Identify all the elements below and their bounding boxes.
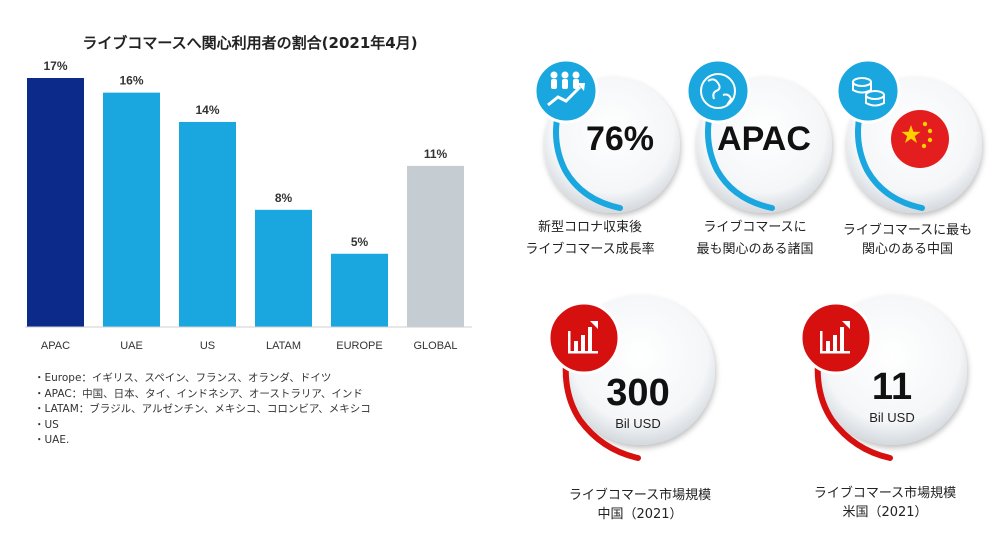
category-label-europe: EUROPE — [336, 340, 382, 352]
caption-line: ライブコマース市場規模 — [813, 486, 957, 501]
note-latam: ・LATAM：ブラジル、アルゼンチン、メキシコ、コロンビア、メキシコ — [34, 403, 371, 415]
bar-europe — [331, 253, 388, 327]
stat-bubble-china — [835, 58, 982, 213]
caption-line: ライブコマースに — [703, 220, 807, 235]
china-flag-icon — [891, 110, 949, 168]
bar-chart: 17% APAC 16% UAE 14% US 8% LATAM 5% EUROPE 11% GLOB… — [25, 59, 472, 352]
chart-title: ライブコマースへ関心利用者の割合(2021年4月) — [82, 34, 418, 52]
note-uae: ・UAE. — [34, 434, 70, 446]
market-bubble-china — [547, 295, 715, 461]
caption-line: 関心のある中国 — [861, 242, 953, 257]
market-caption-us: ライブコマース市場規模 米国（2021） — [790, 484, 980, 522]
caption-line: ライブコマース成長率 — [525, 242, 655, 257]
caption-line: 最も関心のある諸国 — [696, 242, 814, 257]
bar-apac — [27, 78, 84, 327]
infographic-graphics — [533, 58, 982, 461]
value-label-latam: 8% — [275, 191, 293, 205]
note-europe: ・Europe：イギリス、スペイン、フランス、オランダ、ドイツ — [34, 372, 332, 384]
value-label-europe: 5% — [351, 235, 369, 249]
category-label-latam: LATAM — [266, 340, 301, 352]
growth-people-icon — [533, 58, 599, 124]
category-label-uae: UAE — [120, 340, 143, 352]
market-unit-us: Bil USD — [869, 410, 915, 425]
value-label-us: 14% — [195, 103, 219, 117]
market-caption-china: ライブコマース市場規模 中国（2021） — [540, 486, 740, 524]
stat-caption-growth: 新型コロナ収束後 ライブコマース成長率 — [500, 217, 680, 261]
market-unit-china: Bil USD — [615, 416, 661, 431]
value-label-global: 11% — [424, 147, 448, 161]
stat-bubble-growth — [533, 58, 680, 213]
note-apac: ・APAC：中国、日本、タイ、インドネシア、オーストラリア、インド — [34, 387, 363, 400]
category-label-global: GLOBAL — [413, 340, 457, 352]
caption-line: ライブコマース市場規模 — [568, 488, 712, 503]
category-label-apac: APAC — [41, 340, 70, 352]
bar-uae — [103, 92, 160, 327]
note-us: ・US — [34, 418, 59, 431]
bar-global — [407, 165, 464, 327]
market-bubble-us — [799, 295, 967, 461]
value-label-uae: 16% — [119, 74, 143, 88]
caption-line: 新型コロナ収束後 — [537, 220, 642, 235]
stat-value-apac: APAC — [717, 120, 811, 158]
market-value-us: 11 — [871, 366, 913, 408]
stat-bubble-apac — [685, 58, 832, 213]
caption-line: ライブコマースに最も — [842, 223, 973, 238]
caption-line: 中国（2021） — [597, 507, 683, 522]
market-value-china: 300 — [606, 372, 670, 414]
region-notes: ・Europe：イギリス、スペイン、フランス、オランダ、ドイツ ・APAC：中国… — [34, 371, 371, 449]
caption-line: 米国（2021） — [842, 505, 928, 520]
bar-us — [179, 121, 236, 327]
bar-latam — [255, 209, 312, 327]
stat-caption-china: ライブコマースに最も 関心のある中国 — [825, 221, 990, 259]
stat-caption-apac: ライブコマースに 最も関心のある諸国 — [670, 217, 840, 261]
category-label-us: US — [200, 340, 215, 352]
stat-value-growth: 76% — [585, 120, 655, 158]
value-label-apac: 17% — [43, 59, 67, 73]
